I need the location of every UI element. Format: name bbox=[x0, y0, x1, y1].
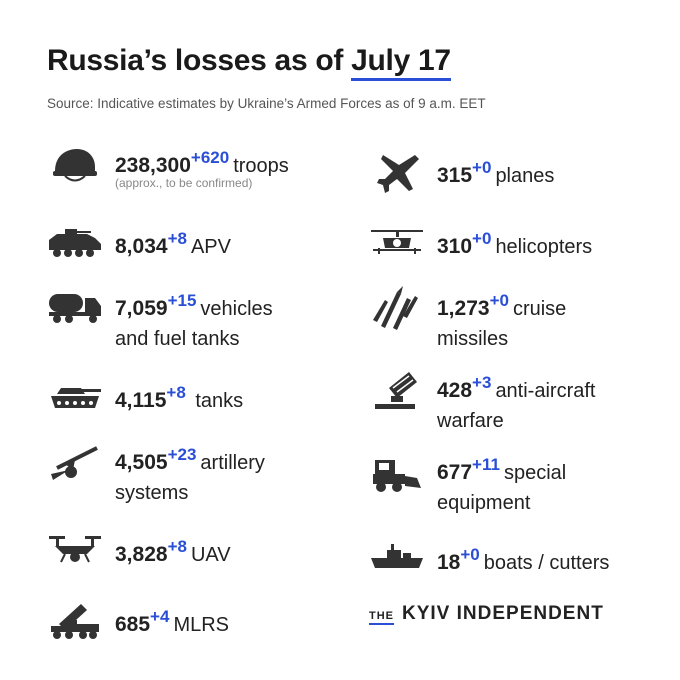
source-note: Source: Indicative estimates by Ukraine’… bbox=[47, 96, 486, 111]
apv-icon bbox=[47, 224, 103, 268]
plane-icon bbox=[369, 153, 425, 197]
tank-icon bbox=[47, 378, 103, 422]
brand-logo: THE KYIV INDEPENDENT bbox=[369, 603, 604, 625]
page-title: Russia’s losses as of July 17 bbox=[47, 44, 451, 81]
artillery-icon bbox=[47, 440, 103, 484]
title-prefix: Russia’s losses as of bbox=[47, 44, 344, 77]
anti-aircraft-icon bbox=[369, 368, 425, 412]
fuel-truck-icon bbox=[47, 286, 103, 330]
helicopter-icon bbox=[369, 224, 425, 268]
brand-name: KYIV INDEPENDENT bbox=[402, 603, 604, 624]
drone-icon bbox=[47, 532, 103, 576]
brand-the: THE bbox=[369, 610, 394, 625]
title-date: July 17 bbox=[351, 46, 451, 81]
boat-icon bbox=[369, 540, 425, 584]
bulldozer-icon bbox=[369, 450, 425, 494]
troops-note: (approx., to be confirmed) bbox=[115, 176, 253, 190]
helmet-icon bbox=[47, 143, 103, 187]
missile-icon bbox=[369, 286, 425, 330]
mlrs-icon bbox=[47, 602, 103, 646]
